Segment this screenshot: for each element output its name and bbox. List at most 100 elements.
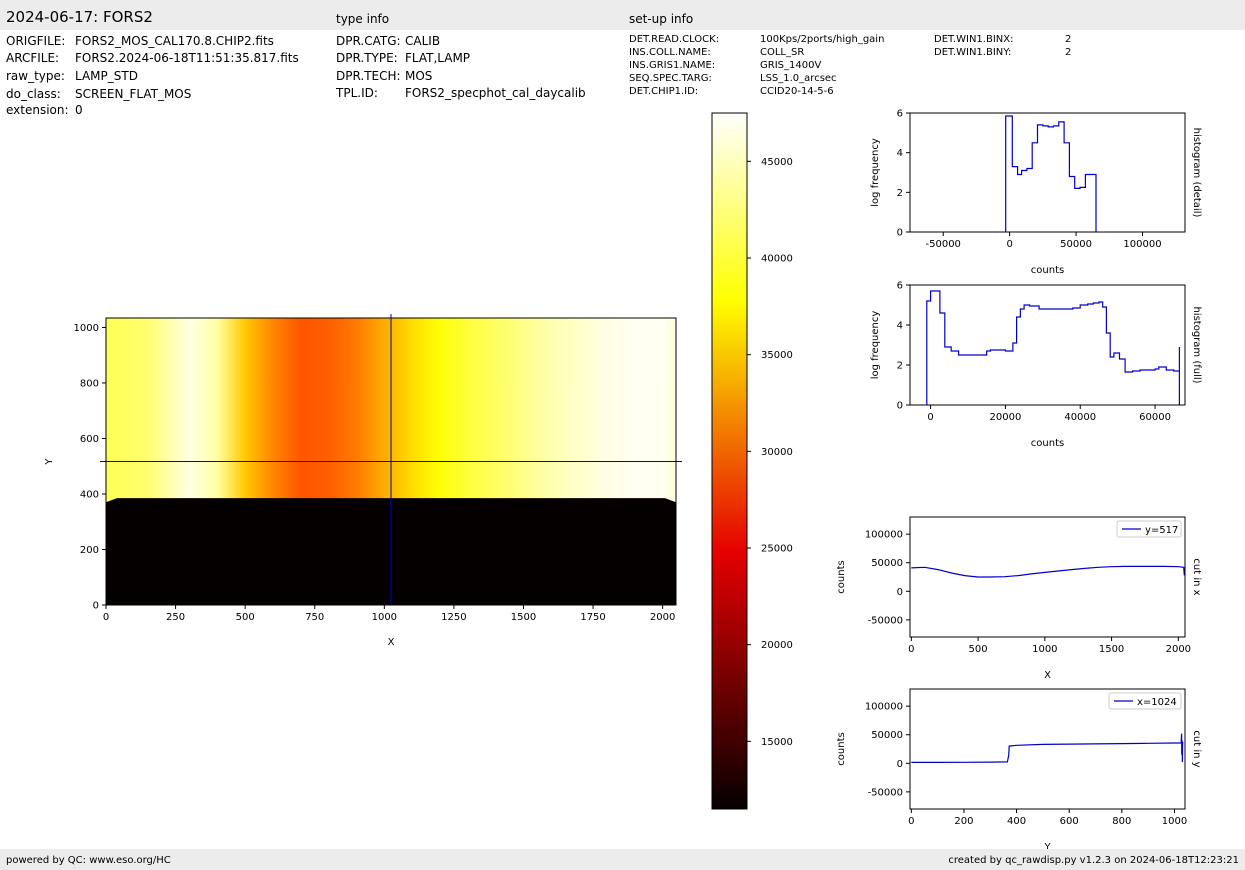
y-tick-label: 100000 xyxy=(865,702,903,713)
y-tick-label: 0 xyxy=(897,228,903,239)
x-tick-label: 0 xyxy=(103,612,109,623)
footer-credit: powered by QC: www.eso.org/HC xyxy=(6,855,171,866)
y-tick-label: 600 xyxy=(80,434,99,445)
meta-key: DPR.TYPE: xyxy=(336,51,398,65)
y-tick-label: 6 xyxy=(897,109,903,120)
y-axis-label: Y xyxy=(44,458,55,466)
panel-side-label: histogram (full) xyxy=(1191,306,1202,383)
x-tick-label: 800 xyxy=(1112,816,1131,827)
type-info-heading: type info xyxy=(336,12,390,26)
x-tick-label: 40000 xyxy=(1064,412,1096,423)
y-axis-label: log frequency xyxy=(870,311,881,380)
x-tick-label: 1500 xyxy=(1099,644,1124,655)
meta-value: 2 xyxy=(1065,34,1072,45)
legend-box xyxy=(1116,520,1182,538)
colorbar-tick-label: 15000 xyxy=(761,737,793,748)
meta-value: CCID20-14-5-6 xyxy=(760,86,834,97)
axes-frame xyxy=(105,317,677,606)
x-tick-label: 600 xyxy=(1060,816,1079,827)
meta-value: FORS2.2024-06-18T11:51:35.817.fits xyxy=(75,51,299,65)
panel-side-label: cut in y xyxy=(1191,730,1202,767)
x-tick-label: 1000 xyxy=(372,612,397,623)
x-tick-label: 1750 xyxy=(580,612,605,623)
x-axis-label: X xyxy=(388,637,395,648)
meta-value: GRIS_1400V xyxy=(760,60,822,71)
legend-box xyxy=(1108,692,1182,710)
x-tick-label: 0 xyxy=(1006,239,1012,250)
x-tick-label: 0 xyxy=(927,412,933,423)
meta-key: ORIGFILE: xyxy=(6,34,66,48)
axes-frame xyxy=(909,284,1186,406)
x-tick-label: 2000 xyxy=(650,612,675,623)
y-tick-label: 0 xyxy=(897,587,903,598)
x-tick-label: 1250 xyxy=(441,612,466,623)
y-tick-label: 200 xyxy=(80,545,99,556)
meta-key: SEQ.SPEC.TARG: xyxy=(629,73,712,84)
meta-value: LAMP_STD xyxy=(75,69,138,83)
x-tick-label: 0 xyxy=(908,644,914,655)
footer-created: created by qc_rawdisp.py v1.2.3 on 2024-… xyxy=(948,855,1239,866)
meta-value: 0 xyxy=(75,103,83,117)
legend-label: x=1024 xyxy=(1137,697,1177,708)
colorbar-tick-label: 25000 xyxy=(761,544,793,555)
histogram-detail-panel: -50000 0 50000 100000 0 2 4 6 counts log frequenc… xyxy=(870,109,1202,277)
setup-info-heading: set-up info xyxy=(629,12,694,26)
meta-value: SCREEN_FLAT_MOS xyxy=(75,87,192,101)
x-tick-label: 1000 xyxy=(1162,816,1187,827)
footer-bar xyxy=(0,849,1245,870)
x-axis-label: counts xyxy=(1031,438,1064,449)
y-tick-label: 0 xyxy=(93,601,99,612)
meta-value: FORS2_specphot_cal_daycalib xyxy=(405,86,586,100)
x-tick-label: 500 xyxy=(969,644,988,655)
x-tick-label: 750 xyxy=(305,612,324,623)
y-tick-label: 400 xyxy=(80,489,99,500)
histogram-full-line xyxy=(926,290,1180,405)
x-axis-label: Y xyxy=(1043,842,1051,853)
x-tick-label: 50000 xyxy=(1060,239,1092,250)
cut-y-panel: 0 200 400 600 800 1000 -50000 0 50000 100000 Ycoun… xyxy=(836,688,1202,853)
y-tick-label: 1000 xyxy=(74,323,99,334)
x-tick-label: 0 xyxy=(908,816,914,827)
meta-key: TPL.ID: xyxy=(336,86,378,100)
x-tick-label: 1500 xyxy=(511,612,536,623)
axes-frame xyxy=(909,112,1186,233)
y-tick-label: 4 xyxy=(897,148,903,159)
x-axis-label: X xyxy=(1044,670,1051,681)
x-tick-label: 200 xyxy=(954,816,973,827)
cut-x-panel: 0 500 1000 1500 2000 -50000 0 50000 100000 Xcount… xyxy=(836,516,1202,681)
y-tick-label: -50000 xyxy=(868,787,903,798)
legend-label: y=517 xyxy=(1145,525,1178,536)
image-panel: 0 250 500 750 1000 1250 1500 1750 2000 0 200 400 600… xyxy=(44,314,682,648)
axes-frame xyxy=(909,516,1186,638)
y-tick-label: 50000 xyxy=(871,558,903,569)
page-title: 2024-06-17: FORS2 xyxy=(6,8,153,26)
meta-key: do_class: xyxy=(6,87,61,101)
x-tick-label: 2000 xyxy=(1166,644,1191,655)
x-tick-label: 1000 xyxy=(1032,644,1057,655)
x-tick-label: 500 xyxy=(236,612,255,623)
header-bar xyxy=(0,0,1245,30)
x-axis-label: counts xyxy=(1031,265,1064,276)
colorbar: 15000 20000 25000 30000 35000 40000 45000 xyxy=(711,112,793,810)
y-tick-label: 2 xyxy=(897,188,903,199)
histogram-detail-line xyxy=(1005,115,1097,232)
x-tick-label: 400 xyxy=(1007,816,1026,827)
meta-value: 100Kps/2ports/high_gain xyxy=(760,34,885,45)
y-tick-label: -50000 xyxy=(868,615,903,626)
meta-key: DET.WIN1.BINY: xyxy=(934,47,1012,58)
y-tick-label: 0 xyxy=(897,401,903,412)
meta-key: DET.WIN1.BINX: xyxy=(934,34,1014,45)
histogram-full-panel: 0 20000 40000 60000 0 2 4 6 counts log frequency h… xyxy=(870,281,1202,450)
cut-x-line xyxy=(911,565,1186,578)
y-axis-label: log frequency xyxy=(870,138,881,207)
y-tick-label: 800 xyxy=(80,378,99,389)
colorbar-tick-label: 20000 xyxy=(761,640,793,651)
x-tick-label: 100000 xyxy=(1123,239,1161,250)
panel-side-label: cut in x xyxy=(1191,558,1202,595)
meta-key: INS.GRIS1.NAME: xyxy=(629,60,716,71)
panel-side-label: histogram (detail) xyxy=(1191,128,1202,218)
meta-value: 2 xyxy=(1065,47,1072,58)
colorbar-tick-label: 30000 xyxy=(761,447,793,458)
meta-value: FLAT,LAMP xyxy=(405,51,471,65)
